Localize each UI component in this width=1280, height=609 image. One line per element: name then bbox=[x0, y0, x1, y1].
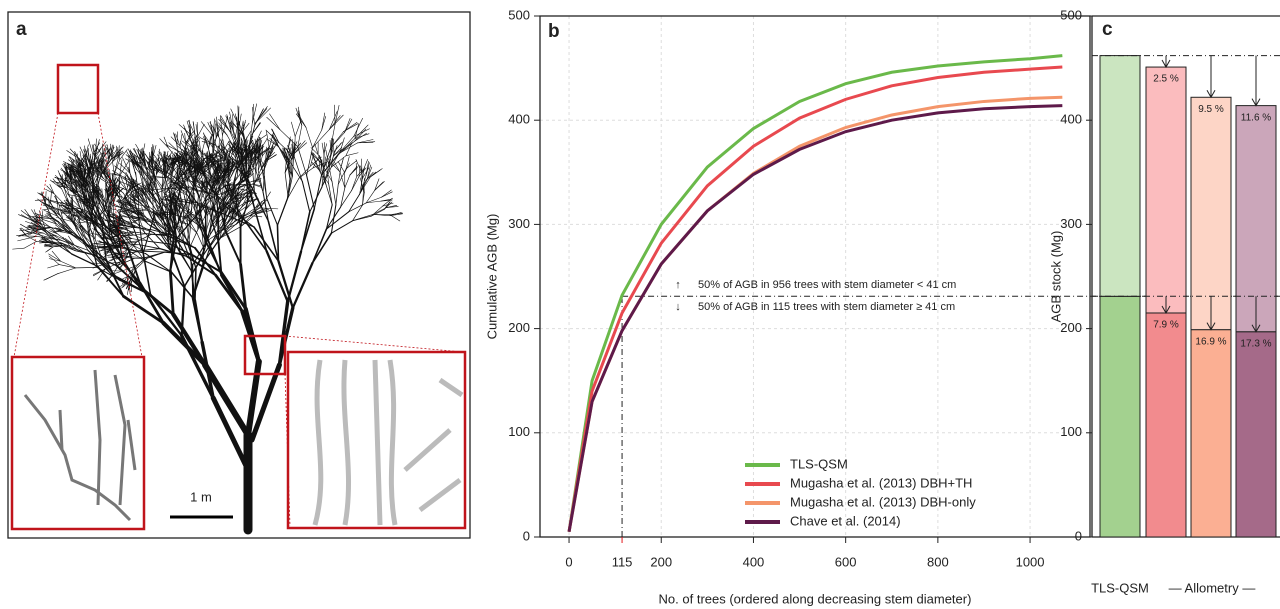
value-label: 7.9 % bbox=[1153, 320, 1179, 331]
group-label: TLS-QSM bbox=[1091, 580, 1149, 595]
x-tick-label: 600 bbox=[835, 554, 857, 569]
y-tick-label: 100 bbox=[508, 424, 530, 439]
y-tick-label: 400 bbox=[508, 112, 530, 127]
bar-segment bbox=[1191, 330, 1231, 537]
y-tick-label: 200 bbox=[1060, 320, 1082, 335]
branch bbox=[277, 225, 278, 261]
charts: 020040060080010000100200300400500115↑50%… bbox=[484, 7, 1280, 606]
y-tick-label: 0 bbox=[523, 528, 530, 543]
y-axis-label: AGB stock (Mg) bbox=[1048, 231, 1063, 323]
y-tick-label: 400 bbox=[1060, 112, 1082, 127]
panel-label: b bbox=[548, 21, 560, 42]
bar-segment bbox=[1191, 97, 1231, 329]
y-tick-label: 500 bbox=[1060, 7, 1082, 22]
annotation-arrow: ↑ bbox=[675, 279, 681, 291]
bar-segment bbox=[1146, 67, 1186, 313]
x-tick-label: 0 bbox=[565, 554, 572, 569]
y-tick-label: 300 bbox=[508, 216, 530, 231]
x-tick-label: 800 bbox=[927, 554, 949, 569]
legend-label: Mugasha et al. (2013) DBH+TH bbox=[790, 475, 972, 490]
annotation: 50% of AGB in 956 trees with stem diamet… bbox=[698, 279, 956, 291]
highlight-tick-label: 115 bbox=[612, 554, 633, 569]
y-tick-label: 100 bbox=[1060, 424, 1082, 439]
legend-label: Mugasha et al. (2013) DBH-only bbox=[790, 494, 976, 509]
group-label: — Allometry — bbox=[1169, 580, 1256, 595]
x-tick-label: 200 bbox=[650, 554, 672, 569]
x-tick-label: 400 bbox=[743, 554, 765, 569]
value-label: 2.5 % bbox=[1153, 74, 1179, 85]
legend-label: Chave et al. (2014) bbox=[790, 513, 901, 528]
panel-label: a bbox=[16, 19, 27, 40]
x-axis-label: No. of trees (ordered along decreasing s… bbox=[659, 591, 972, 606]
y-tick-label: 0 bbox=[1075, 528, 1082, 543]
value-label: 16.9 % bbox=[1195, 336, 1226, 347]
value-label: 11.6 % bbox=[1241, 112, 1271, 123]
y-tick-label: 300 bbox=[1060, 216, 1082, 231]
legend-label: TLS-QSM bbox=[790, 456, 848, 471]
y-tick-label: 200 bbox=[508, 320, 530, 335]
bar-segment bbox=[1146, 313, 1186, 537]
x-tick-label: 1000 bbox=[1016, 554, 1045, 569]
bar-segment bbox=[1236, 332, 1276, 537]
panel-label: c bbox=[1102, 19, 1113, 40]
annotation-arrow: ↓ bbox=[675, 301, 681, 313]
value-label: 9.5 % bbox=[1198, 104, 1224, 115]
y-axis-label: Cumulative AGB (Mg) bbox=[484, 214, 499, 340]
value-label: 17.3 % bbox=[1240, 338, 1271, 349]
bar-segment bbox=[1100, 296, 1140, 537]
y-tick-label: 500 bbox=[508, 7, 530, 22]
annotation: 50% of AGB in 115 trees with stem diamet… bbox=[698, 301, 955, 313]
bar-segment bbox=[1100, 56, 1140, 297]
scale-bar-label: 1 m bbox=[190, 489, 212, 504]
